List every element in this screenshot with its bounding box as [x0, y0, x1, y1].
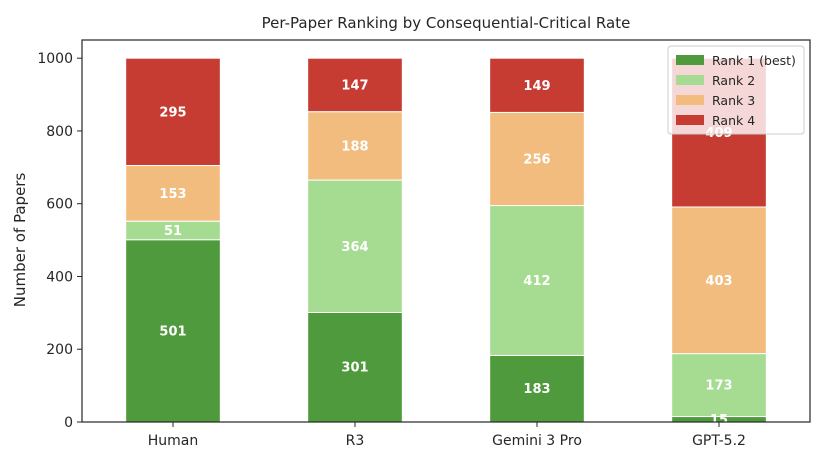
bar-segment — [489, 111, 585, 207]
legend-box — [667, 45, 805, 135]
bar-value-label: 183 — [523, 382, 550, 397]
y-tick-label: 400 — [46, 269, 73, 285]
bar-value-label: 295 — [159, 105, 186, 120]
bar-value-label: 412 — [523, 274, 550, 289]
y-tick-label: 600 — [46, 197, 73, 213]
bar-segment — [307, 311, 403, 423]
legend-swatch — [676, 55, 704, 65]
bar-value-label: 153 — [159, 187, 186, 202]
bar-segment — [125, 57, 221, 167]
legend-label: Rank 1 (best) — [712, 53, 796, 68]
bar-segment — [307, 179, 403, 313]
legend-label: Rank 4 — [712, 113, 755, 128]
bar-segment — [489, 57, 585, 113]
y-tick-label: 800 — [46, 124, 73, 140]
bar-value-label: 501 — [159, 324, 186, 339]
x-tick-label: R3 — [346, 433, 365, 449]
legend-swatch — [676, 115, 704, 125]
plot-frame — [81, 39, 811, 423]
y-axis-label: Number of Papers — [11, 173, 29, 308]
y-tick-label: 0 — [64, 415, 73, 431]
x-tick-label: Gemini 3 Pro — [492, 433, 582, 449]
bar-segment — [489, 205, 585, 356]
value-labels-layer: 501 51 153 295 301 364 188 147 183 412 256 149 15 173… — [159, 78, 732, 427]
bar-value-label: 51 — [164, 224, 182, 239]
bar-segment — [307, 57, 403, 113]
legend-swatch — [676, 95, 704, 105]
bar-segment — [671, 206, 767, 355]
bar-value-label: 149 — [523, 79, 550, 94]
y-axis-ticks: 0 200 400 600 800 1000 — [37, 51, 82, 431]
y-tick-label: 200 — [46, 342, 73, 358]
chart-title: Per-Paper Ranking by Consequential-Criti… — [262, 14, 631, 32]
bar-value-label: 256 — [523, 152, 550, 167]
bar-value-label: 364 — [341, 240, 368, 255]
bar-value-label: 188 — [341, 139, 368, 154]
bar-value-label: 147 — [341, 78, 368, 93]
legend-swatch — [676, 75, 704, 85]
bar-value-label: 403 — [705, 274, 732, 289]
bar-value-label: 15 — [710, 413, 728, 428]
x-axis-ticks: Human R3 Gemini 3 Pro GPT-5.2 — [148, 422, 746, 449]
bars-layer — [125, 57, 767, 423]
bar-value-label: 301 — [341, 361, 368, 376]
legend-label: Rank 3 — [712, 93, 755, 108]
legend: Rank 1 (best) Rank 2 Rank 3 Rank 4 — [667, 45, 805, 135]
bar-segment — [125, 239, 221, 423]
bar-value-label: 173 — [705, 379, 732, 394]
bar-segment — [307, 111, 403, 181]
y-tick-label: 1000 — [37, 51, 73, 67]
bar-segment — [489, 354, 585, 423]
x-tick-label: Human — [148, 433, 199, 449]
legend-label: Rank 2 — [712, 73, 755, 88]
x-tick-label: GPT-5.2 — [692, 433, 746, 449]
